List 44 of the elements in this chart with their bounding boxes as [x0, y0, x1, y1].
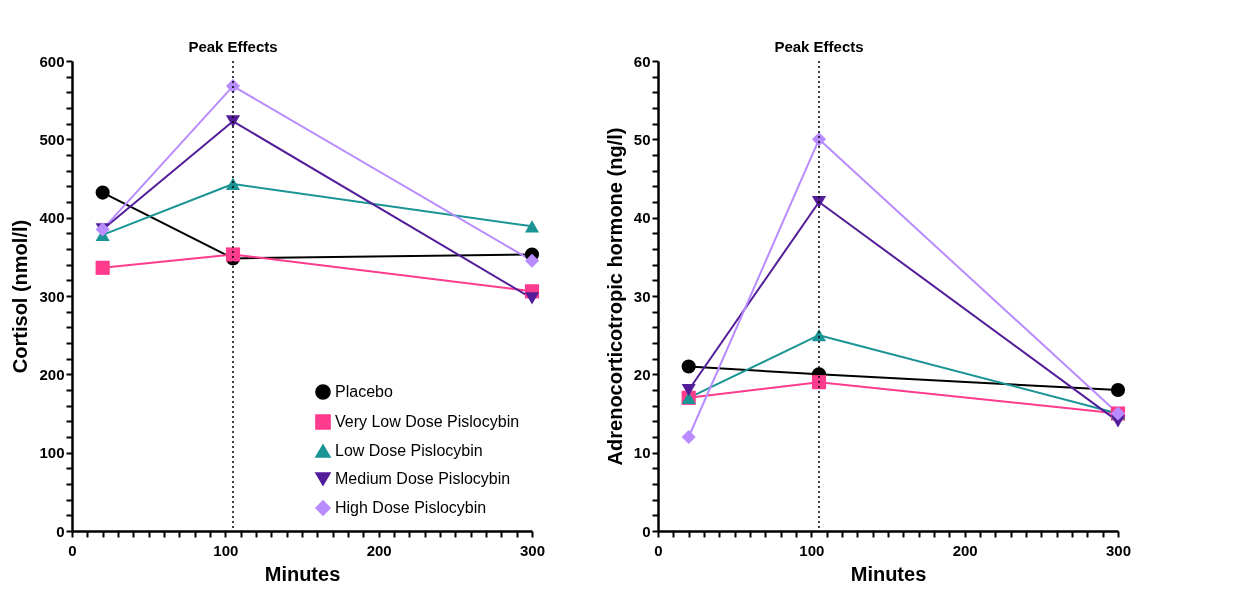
y-tick-label: 50 — [633, 130, 651, 148]
x-tick-label: 100 — [213, 541, 239, 559]
point — [681, 429, 696, 445]
x-tick-label: 200 — [366, 541, 392, 559]
x-tick-label: 300 — [519, 541, 546, 559]
y-tick-label: 40 — [633, 209, 651, 227]
ref-line-label: Peak Effects — [188, 38, 278, 55]
y-tick-label: 600 — [39, 52, 65, 70]
legend-label: Very Low Dose Pislocybin — [335, 413, 520, 430]
y-tick-label: 300 — [39, 287, 65, 305]
legend-label: Medium Dose Pislocybin — [335, 470, 511, 487]
y-tick-label: 20 — [633, 365, 651, 383]
x-axis-title: Minutes — [264, 562, 341, 585]
y-axis-title: Cortisol (nmol/l) — [9, 219, 32, 374]
point — [524, 292, 540, 305]
point — [811, 375, 827, 390]
x-tick-label: 100 — [799, 541, 825, 559]
point — [524, 253, 540, 268]
point — [524, 220, 540, 233]
legend-label: High Dose Pislocybin — [335, 499, 487, 516]
legend-label: Low Dose Pislocybin — [335, 442, 483, 459]
x-tick-label: 200 — [952, 541, 978, 559]
point — [225, 247, 241, 262]
y-tick-label: 60 — [633, 52, 651, 70]
y-axis-title: Adrenocorticotropic hormone (ng/l) — [603, 127, 626, 466]
y-tick-label: 30 — [633, 287, 651, 305]
x-tick-label: 300 — [1105, 541, 1132, 559]
y-tick-label: 400 — [39, 209, 65, 227]
y-tick-label: 100 — [39, 444, 65, 462]
y-tick-label: 500 — [39, 130, 65, 148]
ref-line-label: Peak Effects — [774, 38, 864, 55]
x-tick-label: 0 — [68, 541, 77, 559]
legend-label: Placebo — [335, 383, 393, 400]
point — [1110, 382, 1126, 398]
point — [681, 359, 696, 374]
y-tick-label: 10 — [633, 444, 651, 462]
y-tick-label: 0 — [642, 522, 651, 540]
y-tick-label: 200 — [39, 365, 65, 383]
point — [681, 383, 696, 397]
y-tick-label: 0 — [56, 522, 65, 540]
x-tick-label: 0 — [654, 541, 663, 559]
point — [95, 185, 110, 200]
x-axis-title: Minutes — [850, 562, 927, 585]
point — [95, 260, 110, 275]
